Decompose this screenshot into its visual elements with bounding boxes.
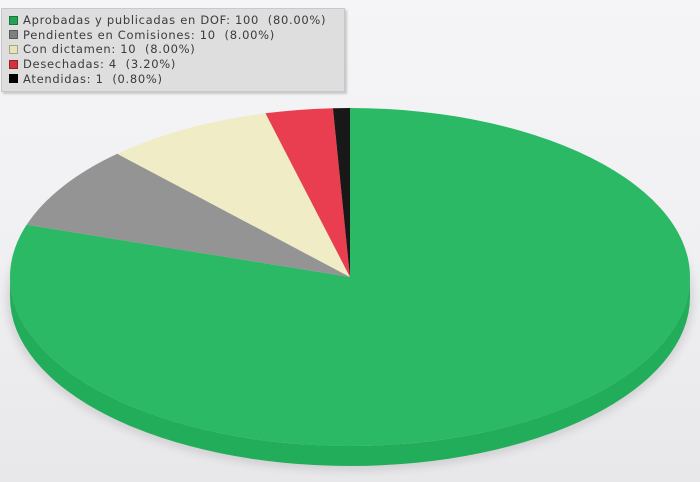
legend-label: Aprobadas y publicadas en DOF: 100 (80.0… [23, 13, 327, 28]
legend-swatch-icon [9, 15, 18, 25]
legend-item: Con dictamen: 10 (8.00%) [9, 42, 338, 57]
legend-swatch-icon [9, 30, 18, 40]
legend-label: Atendidas: 1 (0.80%) [23, 71, 163, 86]
legend-label: Pendientes en Comisiones: 10 (8.00%) [23, 27, 275, 42]
legend-swatch-icon [9, 44, 18, 54]
pie-slice-2 [26, 153, 350, 277]
legend-item: Atendidas: 1 (0.80%) [9, 71, 338, 86]
legend-item: Aprobadas y publicadas en DOF: 100 (80.0… [9, 13, 338, 28]
pie-slice-1 [10, 108, 691, 446]
pie-slice-3 [117, 113, 350, 277]
legend-label: Desechadas: 4 (3.20%) [23, 57, 177, 72]
chart-legend: Aprobadas y publicadas en DOF: 100 (80.0… [1, 8, 345, 92]
legend-label: Con dictamen: 10 (8.00%) [23, 42, 196, 57]
legend-item: Desechadas: 4 (3.20%) [9, 57, 338, 72]
legend-swatch-icon [9, 74, 18, 84]
legend-swatch-icon [9, 59, 18, 69]
legend-item: Pendientes en Comisiones: 10 (8.00%) [9, 28, 338, 43]
pie-slice-4 [265, 108, 350, 278]
pie-slice-5 [332, 107, 350, 277]
